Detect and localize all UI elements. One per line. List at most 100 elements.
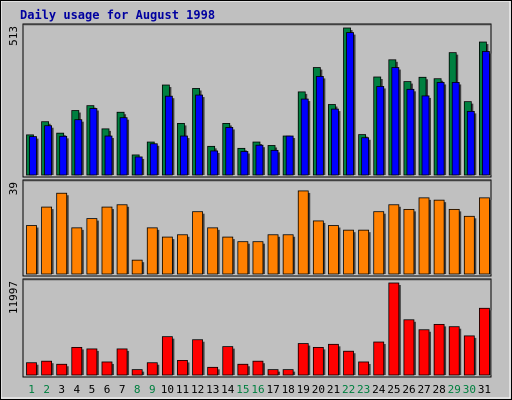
files-bar: [104, 135, 113, 176]
files-bar: [270, 149, 279, 176]
pages-bar: [312, 220, 324, 275]
x-tick-label: 13: [206, 383, 219, 396]
pages-bar: [101, 206, 113, 275]
x-axis-labels: 1 2 3 4 5 6 7 8 9 10 11 12 13 14 15 16 17 18 19 20 21 22 23 24 2…: [28, 383, 491, 396]
kbytes-bar: [177, 360, 188, 376]
files-bar: [74, 119, 83, 176]
files-bar: [164, 95, 173, 176]
kbytes-bar: [252, 360, 264, 376]
files-bar: [255, 144, 264, 176]
panel-3-axis-max-label: 11997: [7, 281, 20, 314]
files-bar: [59, 135, 68, 176]
kbytes-bar: [86, 348, 98, 376]
kbytes-bar: [343, 350, 354, 376]
kbytes-bar: [161, 336, 173, 376]
kbytes-bar: [131, 369, 143, 376]
x-tick-label: 8: [134, 383, 141, 396]
x-tick-label: 29: [448, 383, 461, 396]
kbytes-bar: [403, 319, 415, 376]
kbytes-bar: [41, 360, 52, 376]
files-bar: [134, 156, 143, 176]
pages-bar: [373, 211, 385, 275]
x-tick-label: 6: [104, 383, 111, 396]
pages-bar: [56, 192, 68, 275]
x-tick-label: 27: [417, 383, 430, 396]
files-bar: [451, 82, 460, 176]
pages-bar: [146, 227, 158, 275]
kbytes-bar: [373, 341, 385, 376]
x-tick-label: 19: [297, 383, 310, 396]
files-bar: [300, 98, 309, 176]
pages-bar: [161, 236, 173, 275]
panel-2: 39: [7, 179, 492, 277]
x-tick-label: 10: [161, 383, 174, 396]
files-bar: [149, 143, 158, 176]
x-tick-label: 25: [387, 383, 400, 396]
kbytes-bar: [358, 361, 370, 376]
kbytes-bar: [328, 343, 339, 376]
kbytes-bar: [479, 307, 490, 376]
pages-bar: [418, 197, 430, 275]
pages-bar: [26, 225, 37, 275]
pages-bar: [207, 227, 219, 275]
x-tick-label: 12: [191, 383, 204, 396]
x-tick-label: 23: [357, 383, 370, 396]
files-bar: [225, 127, 234, 176]
files-bar: [119, 117, 128, 176]
kbytes-bar: [463, 335, 475, 376]
pages-bar: [448, 208, 460, 275]
files-bar: [285, 135, 294, 176]
kbytes-bar: [418, 329, 430, 376]
chart-panels: 513 39 11997: [7, 23, 492, 378]
panel-1: 513: [7, 23, 492, 178]
kbytes-bar: [267, 369, 279, 376]
files-bar: [89, 108, 98, 176]
pages-bar: [403, 208, 415, 275]
x-tick-label: 20: [312, 383, 325, 396]
panel-3: 11997: [7, 278, 492, 378]
files-bar: [180, 135, 188, 176]
pages-bar: [116, 204, 128, 275]
x-tick-label: 9: [149, 383, 156, 396]
x-tick-label: 26: [402, 383, 415, 396]
files-bar: [421, 95, 430, 176]
kbytes-bar: [388, 282, 400, 376]
x-tick-label: 28: [433, 383, 446, 396]
files-bar: [195, 94, 203, 176]
x-tick-label: 17: [266, 383, 279, 396]
x-tick-label: 30: [463, 383, 476, 396]
kbytes-bar: [222, 346, 234, 376]
panel-2-axis-max-label: 39: [7, 182, 20, 195]
files-bar: [466, 110, 475, 176]
x-tick-label: 2: [43, 383, 50, 396]
pages-bar: [463, 215, 475, 275]
chart-title: Daily usage for August 1998: [20, 8, 215, 22]
kbytes-bar: [71, 346, 83, 376]
x-tick-label: 11: [176, 383, 189, 396]
kbytes-bar: [207, 366, 219, 376]
x-tick-label: 15: [236, 383, 249, 396]
kbytes-bar: [56, 363, 68, 376]
x-tick-label: 16: [251, 383, 264, 396]
kbytes-bar: [312, 346, 324, 376]
kbytes-bar: [101, 361, 113, 376]
x-tick-label: 18: [282, 383, 295, 396]
pages-bar: [358, 229, 370, 275]
pages-bar: [71, 227, 83, 275]
x-tick-label: 1: [28, 383, 35, 396]
pages-bar: [237, 241, 249, 275]
x-tick-label: 5: [89, 383, 96, 396]
files-bar: [44, 125, 52, 176]
pages-bar: [177, 234, 188, 275]
pages-bar: [267, 234, 279, 275]
x-tick-label: 7: [119, 383, 126, 396]
pages-bar: [343, 229, 354, 275]
files-bar: [436, 82, 445, 176]
pages-bar: [86, 218, 98, 275]
pages-bar: [222, 236, 234, 275]
pages-bar: [131, 259, 143, 275]
x-tick-label: 31: [478, 383, 491, 396]
pages-bar: [41, 206, 52, 275]
files-bar: [346, 32, 354, 176]
pages-bar: [282, 234, 294, 275]
